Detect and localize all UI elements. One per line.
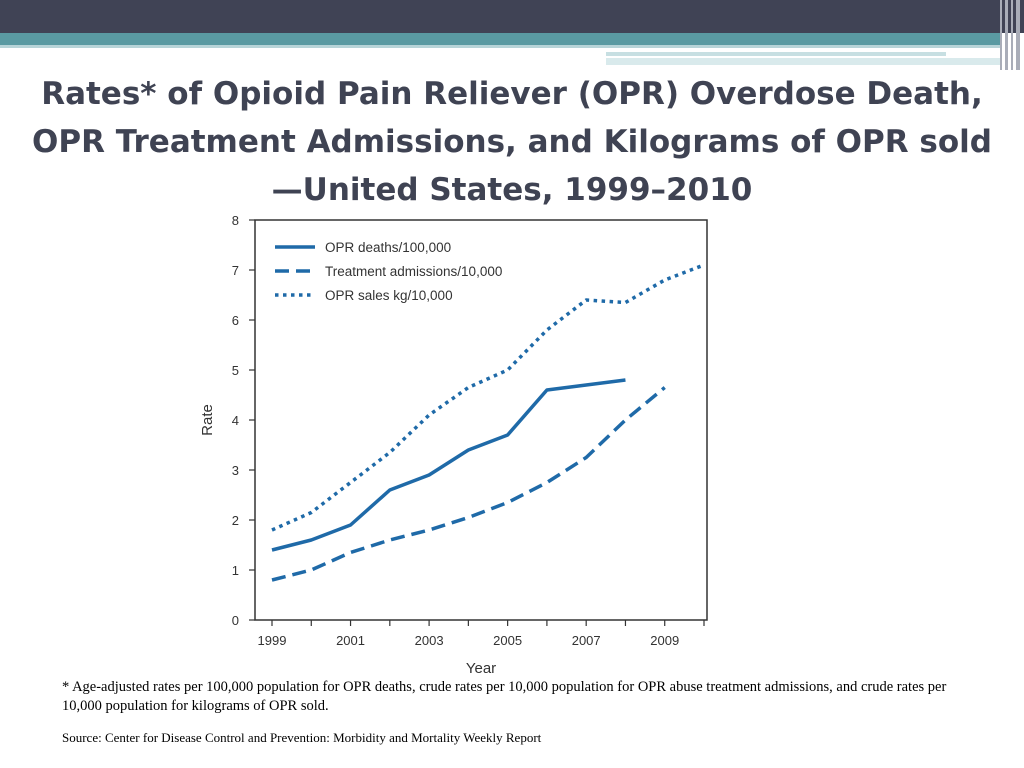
slide-title: Rates* of Opioid Pain Reliever (OPR) Ove… xyxy=(32,76,992,208)
legend-label: OPR deaths/100,000 xyxy=(325,240,451,255)
y-tick-label: 6 xyxy=(232,313,239,328)
y-axis-label: Rate xyxy=(199,404,216,436)
x-tick-label: 2001 xyxy=(336,633,365,648)
x-tick-label: 2007 xyxy=(572,633,601,648)
header-bar-teal xyxy=(0,33,1000,45)
header-accent-line xyxy=(606,58,1000,65)
header-side-lines xyxy=(998,0,1024,70)
series-line-3 xyxy=(271,263,705,532)
y-tick-label: 1 xyxy=(232,563,239,578)
x-tick-label: 2005 xyxy=(493,633,522,648)
footnote: * Age-adjusted rates per 100,000 populat… xyxy=(62,679,947,714)
series-line-2 xyxy=(271,386,666,582)
x-tick-label: 1999 xyxy=(258,633,287,648)
header-accent-line xyxy=(606,52,946,56)
x-tick-label: 2003 xyxy=(415,633,444,648)
x-tick-label: 2009 xyxy=(650,633,679,648)
line-chart: 0 1 2 3 4 5 6 7 8 1999 2001 2003 2005 2007 2009 Year Rat… xyxy=(199,213,708,677)
source-citation: Source: Center for Disease Control and P… xyxy=(62,730,542,745)
legend-label: OPR sales kg/10,000 xyxy=(325,288,453,303)
plot-frame xyxy=(254,219,708,621)
series-line-1 xyxy=(271,378,626,552)
y-tick-label: 4 xyxy=(232,413,239,428)
header-bar-light xyxy=(0,45,1000,48)
y-tick-label: 5 xyxy=(232,363,239,378)
y-tick-label: 7 xyxy=(232,263,239,278)
y-tick-label: 2 xyxy=(232,513,239,528)
legend-label: Treatment admissions/10,000 xyxy=(325,264,502,279)
y-tick-label: 0 xyxy=(232,613,239,628)
x-axis-label: Year xyxy=(466,660,496,677)
header-bar-dark xyxy=(0,0,1024,33)
y-tick-label: 3 xyxy=(232,463,239,478)
y-tick-label: 8 xyxy=(232,213,239,228)
